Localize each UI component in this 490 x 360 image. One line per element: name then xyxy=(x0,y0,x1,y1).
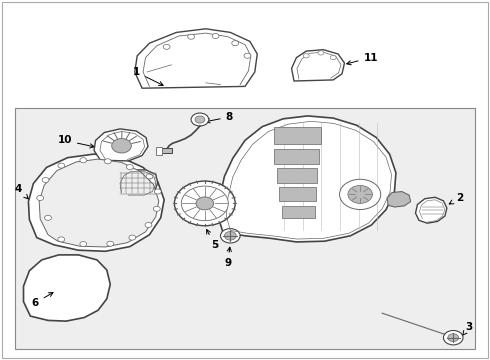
Circle shape xyxy=(196,197,214,210)
Polygon shape xyxy=(24,255,110,321)
Text: 6: 6 xyxy=(32,293,53,308)
Circle shape xyxy=(45,215,51,220)
Circle shape xyxy=(303,54,309,58)
Bar xyxy=(274,127,321,144)
Text: 4: 4 xyxy=(15,184,28,199)
Bar xyxy=(274,149,318,164)
Circle shape xyxy=(318,51,324,55)
Text: 8: 8 xyxy=(206,112,233,123)
Text: 7: 7 xyxy=(88,172,114,184)
Text: 9: 9 xyxy=(224,247,231,268)
Bar xyxy=(161,148,172,153)
Circle shape xyxy=(163,44,170,49)
Polygon shape xyxy=(292,50,344,81)
Text: 5: 5 xyxy=(207,230,218,250)
Text: 11: 11 xyxy=(347,53,378,65)
Circle shape xyxy=(80,158,87,163)
Circle shape xyxy=(104,159,111,164)
Circle shape xyxy=(146,174,153,179)
Circle shape xyxy=(42,177,49,183)
Bar xyxy=(15,108,475,349)
Text: 10: 10 xyxy=(57,135,94,148)
Polygon shape xyxy=(94,129,148,161)
Circle shape xyxy=(191,113,209,126)
Circle shape xyxy=(188,34,195,39)
Polygon shape xyxy=(116,170,158,196)
Circle shape xyxy=(195,116,205,123)
Bar xyxy=(279,187,316,201)
Circle shape xyxy=(37,195,44,201)
Circle shape xyxy=(181,186,228,221)
Polygon shape xyxy=(28,154,164,251)
Circle shape xyxy=(58,237,65,242)
Polygon shape xyxy=(387,192,411,207)
Text: 3: 3 xyxy=(463,322,473,335)
Circle shape xyxy=(244,53,251,58)
Bar xyxy=(282,206,315,218)
Circle shape xyxy=(145,222,152,228)
Circle shape xyxy=(448,334,459,342)
Circle shape xyxy=(154,189,161,194)
Circle shape xyxy=(348,185,372,203)
Circle shape xyxy=(107,241,114,246)
Circle shape xyxy=(80,242,87,247)
Text: 1: 1 xyxy=(133,67,163,85)
Circle shape xyxy=(174,181,235,226)
Bar xyxy=(277,168,317,183)
Circle shape xyxy=(340,179,381,210)
Circle shape xyxy=(212,33,219,39)
Polygon shape xyxy=(416,197,447,223)
Circle shape xyxy=(126,165,133,170)
Circle shape xyxy=(220,229,240,243)
Circle shape xyxy=(224,231,236,240)
Polygon shape xyxy=(135,29,257,88)
Circle shape xyxy=(443,330,463,345)
Circle shape xyxy=(232,41,239,46)
Polygon shape xyxy=(39,159,159,247)
Text: 2: 2 xyxy=(449,193,463,204)
Polygon shape xyxy=(218,116,396,242)
Circle shape xyxy=(330,55,336,60)
Circle shape xyxy=(153,206,160,211)
Circle shape xyxy=(129,235,136,240)
Circle shape xyxy=(58,163,65,168)
Bar xyxy=(156,147,162,155)
Circle shape xyxy=(112,139,131,153)
